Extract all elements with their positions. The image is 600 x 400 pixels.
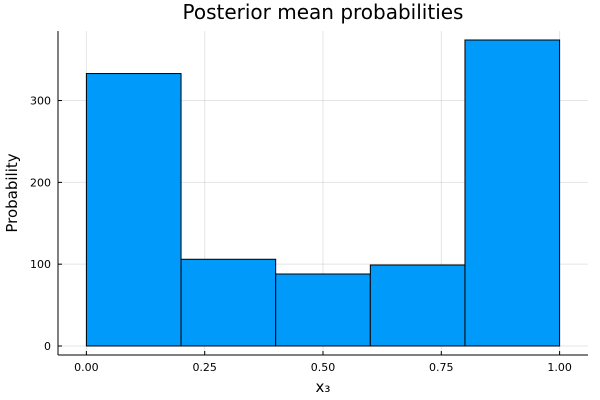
x-tick-label: 0.75 (429, 361, 454, 374)
y-axis-label: Probability (3, 153, 21, 232)
y-tick-label: 0 (44, 340, 51, 353)
x-tick-label: 0.00 (74, 361, 99, 374)
histogram-bar (85, 73, 182, 347)
y-tick-label: 100 (30, 258, 51, 271)
x-axis-label: x₃ (316, 378, 331, 396)
histogram-bar (275, 273, 371, 347)
y-tick-label: 200 (30, 176, 51, 189)
histogram-bar (369, 264, 466, 347)
histogram-bar (180, 258, 277, 347)
x-tick-label: 0.50 (311, 361, 336, 374)
x-tick-label: 1.00 (547, 361, 572, 374)
x-tick-label: 0.25 (192, 361, 217, 374)
bars (85, 39, 561, 347)
y-ticks: 0 100 200 300 (30, 95, 62, 353)
y-tick-label: 300 (30, 95, 51, 108)
x-ticks: 0.00 0.25 0.50 0.75 1.00 (74, 351, 572, 374)
histogram-bar (464, 39, 561, 347)
chart-title: Posterior mean probabilities (183, 0, 464, 24)
